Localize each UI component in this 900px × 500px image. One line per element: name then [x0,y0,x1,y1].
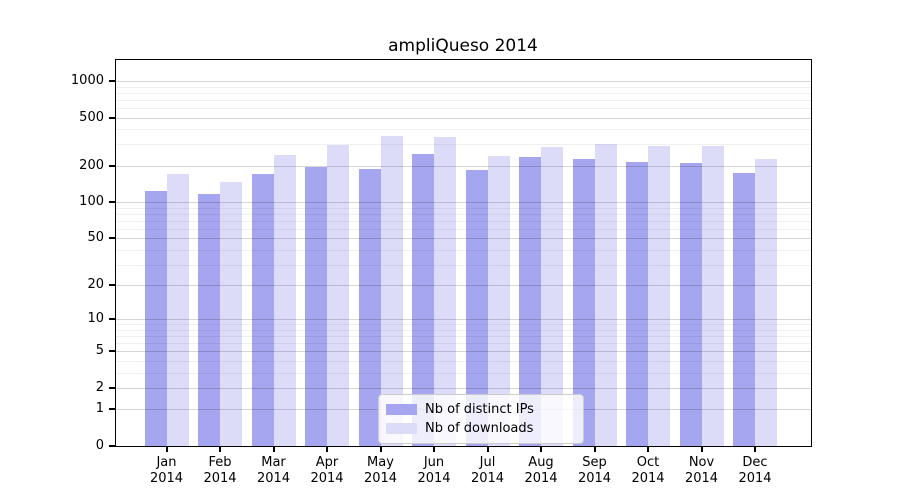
x-tick-label: Oct 2014 [631,455,665,486]
bar-distinct-ips [144,190,167,446]
legend-item: Nb of distinct IPs [386,400,583,419]
bar-downloads [327,145,349,446]
x-tick-label: Sep 2014 [577,455,612,486]
bar-downloads [487,155,510,446]
x-tick-mark [219,447,221,452]
bar-distinct-ips [733,173,755,446]
plot-area: 0 1 2 5 10 20 50 100 200 500 1000 Jan 2014 Feb 2014… [71,59,812,486]
bar-downloads [273,154,296,446]
legend-swatch-downloads [386,423,417,434]
y-tick-label: 1 [95,401,104,417]
x-tick-mark [754,447,756,452]
bar-downloads [648,145,670,446]
y-tick-mark [109,445,115,447]
x-tick-label: Jan 2014 [149,455,184,486]
bar-downloads [380,136,403,446]
legend-label: Nb of distinct IPs [425,402,534,417]
y-tick-mark [109,318,115,321]
x-tick-label: Feb 2014 [203,455,237,486]
y-tick-mark [109,284,115,287]
bar-distinct-ips [519,157,541,446]
x-tick-label: May 2014 [363,455,398,486]
y-tick-mark [109,201,115,204]
y-tick-label: 0 [95,438,104,453]
y-tick-label: 10 [87,311,104,327]
x-tick-label: Mar 2014 [256,455,291,486]
bar-distinct-ips [198,193,220,446]
x-tick-mark [540,447,542,452]
x-tick-label: Nov 2014 [684,455,719,486]
y-tick-mark [109,350,115,353]
bars-layer [116,60,811,446]
chart-title: ampliQueso 2014 [388,36,538,56]
legend: Nb of distinct IPs Nb of downloads [378,394,584,444]
y-tick-label: 5 [95,343,104,359]
x-tick-mark [433,447,435,452]
legend-item: Nb of downloads [386,419,583,438]
bar-distinct-ips [572,159,595,446]
x-tick-label: Apr 2014 [310,455,344,486]
x-tick-mark [272,447,275,452]
y-tick-label: 100 [79,194,104,210]
y-tick-mark [109,386,115,389]
bar-distinct-ips [626,162,648,446]
legend-label: Nb of downloads [425,421,534,436]
bar-downloads [594,143,617,446]
y-tick-label: 50 [87,230,104,246]
y-tick-mark [109,80,115,82]
bar-distinct-ips [679,163,702,446]
bar-downloads [166,174,189,446]
y-tick-label: 500 [79,109,104,125]
bar-downloads [701,145,724,446]
bar-distinct-ips [358,168,381,446]
bar-downloads [220,181,242,446]
x-tick-mark [326,447,328,452]
x-tick-mark [593,447,596,452]
x-tick-mark [165,447,168,452]
bar-distinct-ips [305,166,327,446]
x-tick-label: Jul 2014 [470,455,505,486]
y-tick-label: 200 [79,157,104,173]
x-tick-mark [486,447,489,452]
y-tick-mark [109,116,115,119]
x-tick-label: Jun 2014 [417,455,451,486]
bar-downloads [434,137,456,446]
y-tick-label: 1000 [70,73,104,88]
bar-downloads [541,146,563,446]
x-tick-mark [700,447,703,452]
bar-distinct-ips [251,173,274,446]
y-tick-label: 2 [95,379,104,395]
y-tick-mark [109,164,115,167]
bar-distinct-ips [465,169,488,446]
y-tick-mark [109,237,115,240]
y-tick-label: 20 [87,277,104,293]
bar-downloads [755,159,777,446]
x-tick-mark [379,447,382,452]
y-tick-mark [109,408,115,411]
x-tick-label: Dec 2014 [738,455,772,486]
legend-swatch-distinct-ips [386,404,417,415]
bar-distinct-ips [412,153,434,446]
x-tick-label: Aug 2014 [524,455,558,486]
x-tick-mark [647,447,649,452]
